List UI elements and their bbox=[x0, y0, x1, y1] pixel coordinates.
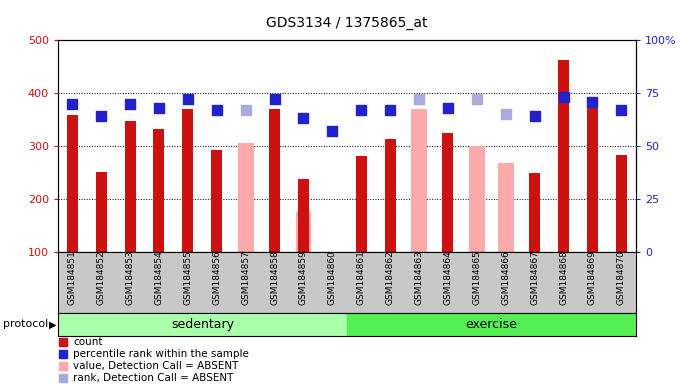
Point bbox=[67, 101, 78, 107]
Point bbox=[182, 96, 193, 103]
Point bbox=[96, 113, 107, 119]
Point bbox=[413, 96, 424, 103]
Bar bbox=[498, 163, 513, 252]
Point bbox=[500, 111, 511, 118]
Point bbox=[471, 96, 482, 103]
Point bbox=[240, 107, 251, 113]
Text: percentile rank within the sample: percentile rank within the sample bbox=[73, 349, 250, 359]
Bar bbox=[385, 139, 396, 252]
Point bbox=[558, 94, 569, 101]
Bar bbox=[182, 109, 193, 252]
Text: count: count bbox=[73, 337, 103, 347]
Bar bbox=[469, 146, 485, 252]
Text: protocol: protocol bbox=[3, 319, 49, 329]
Point bbox=[58, 351, 69, 357]
Bar bbox=[443, 133, 454, 252]
Point bbox=[587, 98, 598, 104]
Bar bbox=[356, 157, 367, 252]
Point bbox=[58, 339, 69, 345]
Bar bbox=[58, 313, 347, 336]
Text: value, Detection Call = ABSENT: value, Detection Call = ABSENT bbox=[73, 361, 239, 371]
Bar bbox=[154, 129, 165, 252]
Text: ▶: ▶ bbox=[49, 319, 57, 329]
Bar bbox=[298, 179, 309, 252]
Text: exercise: exercise bbox=[465, 318, 517, 331]
Text: sedentary: sedentary bbox=[171, 318, 234, 331]
Text: GDS3134 / 1375865_at: GDS3134 / 1375865_at bbox=[266, 16, 428, 30]
Point bbox=[58, 363, 69, 369]
Bar bbox=[529, 174, 540, 252]
Text: rank, Detection Call = ABSENT: rank, Detection Call = ABSENT bbox=[73, 373, 234, 383]
Bar bbox=[238, 143, 254, 252]
Bar bbox=[211, 150, 222, 252]
Point bbox=[211, 107, 222, 113]
Point bbox=[616, 107, 627, 113]
Point bbox=[269, 96, 280, 103]
Point bbox=[529, 113, 540, 119]
Point bbox=[58, 375, 69, 381]
Bar bbox=[124, 121, 135, 252]
Point bbox=[124, 101, 135, 107]
Bar bbox=[96, 172, 107, 252]
Point bbox=[327, 128, 338, 134]
Bar bbox=[269, 109, 280, 252]
Bar bbox=[616, 156, 627, 252]
Bar bbox=[296, 212, 311, 252]
Bar bbox=[411, 109, 427, 252]
Point bbox=[298, 116, 309, 122]
Point bbox=[443, 105, 454, 111]
Point bbox=[356, 107, 367, 113]
Bar bbox=[558, 60, 569, 252]
Point bbox=[154, 105, 165, 111]
Bar bbox=[347, 313, 636, 336]
Point bbox=[385, 107, 396, 113]
Bar bbox=[587, 103, 598, 252]
Bar bbox=[67, 115, 78, 252]
